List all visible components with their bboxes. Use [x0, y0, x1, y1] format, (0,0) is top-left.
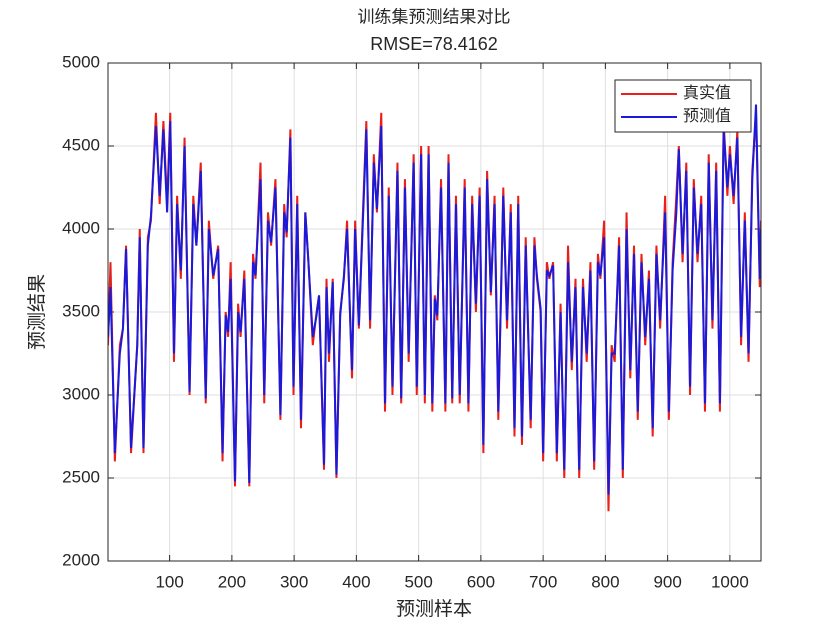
- y-tick-label: 4500: [62, 135, 100, 154]
- x-tick-label: 100: [155, 572, 183, 591]
- legend-label: 预测值: [683, 107, 731, 125]
- y-tick-label: 3500: [62, 301, 100, 320]
- x-tick-label: 900: [653, 572, 681, 591]
- legend-box: [614, 79, 752, 133]
- y-tick-label: 4000: [62, 218, 100, 237]
- x-axis-label: 预测样本: [396, 598, 472, 620]
- x-tick-label: 600: [467, 572, 495, 591]
- x-tick-label: 200: [218, 572, 246, 591]
- x-tick-label: 700: [529, 572, 557, 591]
- x-tick-label: 1000: [711, 572, 749, 591]
- chart-subtitle: RMSE=78.4162: [370, 34, 498, 54]
- axes-box: [107, 62, 762, 562]
- x-tick-label: 800: [591, 572, 619, 591]
- y-tick-label: 3000: [62, 384, 100, 403]
- series-line: [108, 104, 761, 495]
- chart-title: 训练集预测结果对比: [358, 7, 511, 26]
- y-axis-label: 预测结果: [26, 274, 48, 350]
- x-tick-label: 500: [404, 572, 432, 591]
- x-tick-label: 300: [280, 572, 308, 591]
- legend-label: 真实值: [683, 84, 731, 102]
- y-tick-label: 5000: [62, 52, 100, 71]
- x-tick-label: 400: [342, 572, 370, 591]
- y-tick-label: 2000: [62, 550, 100, 569]
- y-tick-label: 2500: [62, 467, 100, 486]
